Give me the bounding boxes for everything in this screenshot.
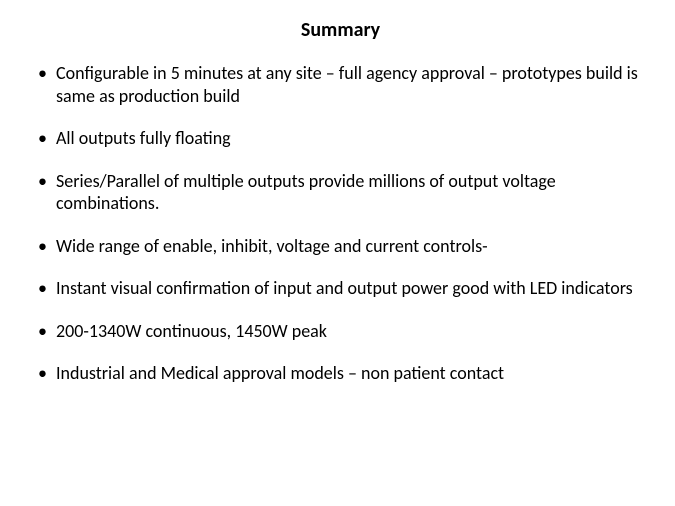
list-item: Configurable in 5 minutes at any site – … bbox=[34, 62, 647, 107]
page-title: Summary bbox=[34, 18, 647, 42]
list-item: 200-1340W continuous, 1450W peak bbox=[34, 320, 647, 343]
list-item: Series/Parallel of multiple outputs prov… bbox=[34, 170, 647, 215]
bullet-list: Configurable in 5 minutes at any site – … bbox=[34, 62, 647, 385]
list-item: Wide range of enable, inhibit, voltage a… bbox=[34, 235, 647, 258]
list-item: All outputs fully floating bbox=[34, 127, 647, 150]
list-item: Instant visual confirmation of input and… bbox=[34, 277, 647, 300]
list-item: Industrial and Medical approval models –… bbox=[34, 362, 647, 385]
